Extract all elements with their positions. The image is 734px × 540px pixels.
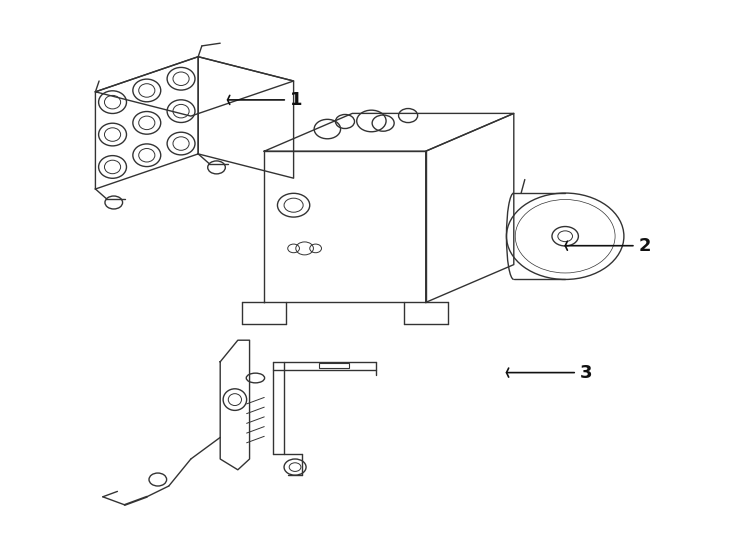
Bar [319,363,349,368]
Text: 3: 3 [506,363,592,382]
Text: 1: 1 [228,91,302,109]
Text: 2: 2 [565,237,651,255]
